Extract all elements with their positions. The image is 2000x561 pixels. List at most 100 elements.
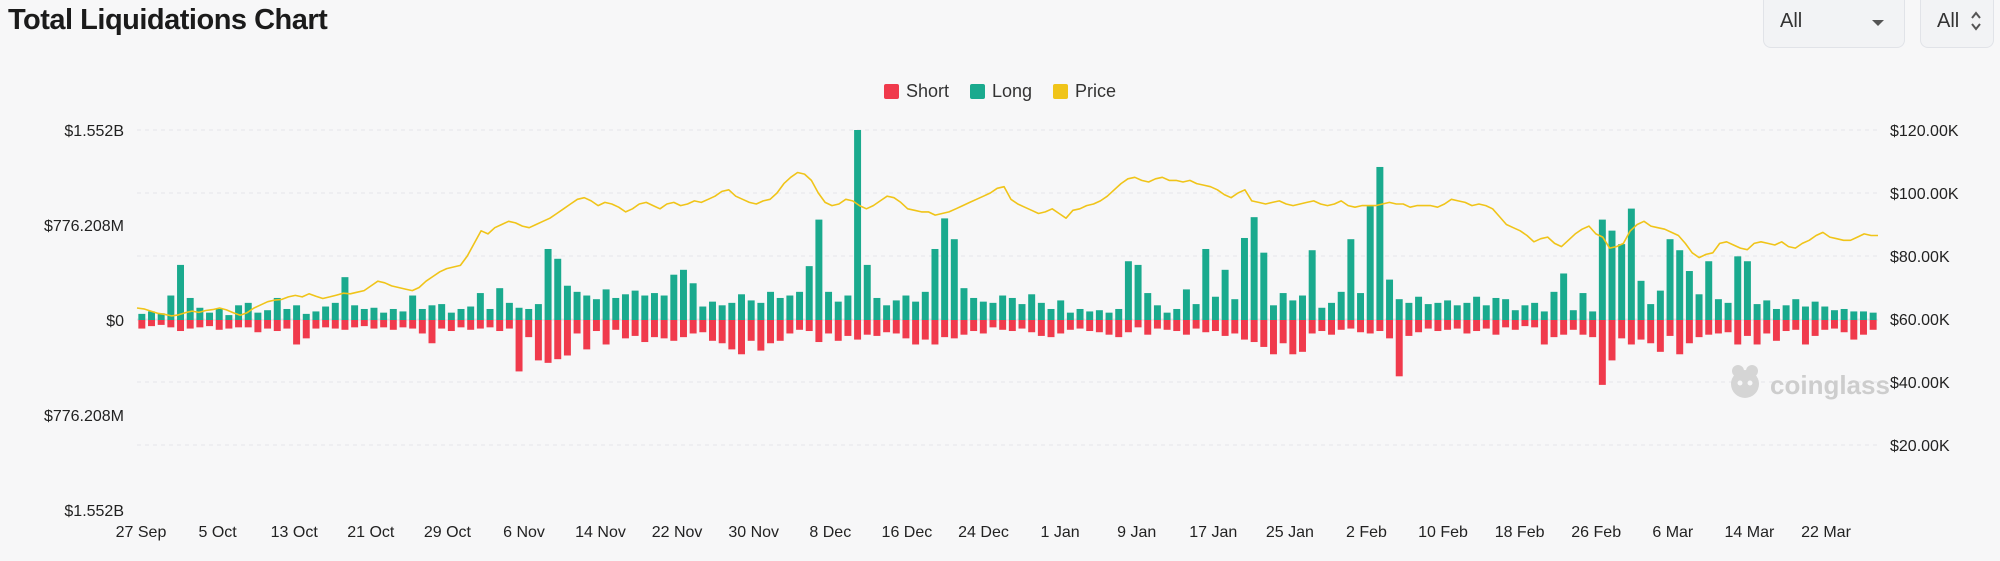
- long-bar: [1637, 280, 1645, 320]
- short-bar: [902, 320, 910, 339]
- short-bar: [1086, 320, 1094, 332]
- right-axis-tick: $40.00K: [1890, 375, 1950, 392]
- long-bar: [970, 297, 978, 320]
- short-bar: [1840, 320, 1848, 333]
- chart-grid: [137, 129, 1878, 446]
- short-bar: [950, 320, 958, 339]
- long-bar: [341, 277, 349, 320]
- legend-item-price[interactable]: Price: [1053, 81, 1116, 102]
- long-bar: [148, 311, 155, 320]
- long-bar: [428, 305, 436, 320]
- x-axis-tick: 26 Feb: [1571, 524, 1621, 541]
- long-bar: [873, 297, 881, 320]
- long-bar: [631, 290, 639, 320]
- long-bar: [1347, 239, 1355, 320]
- short-bar: [1569, 320, 1577, 330]
- short-bar: [1608, 320, 1616, 361]
- short-bar: [1289, 320, 1297, 355]
- long-bars: [138, 130, 1877, 320]
- short-bar: [1124, 320, 1132, 333]
- legend-label-price: Price: [1075, 80, 1117, 101]
- short-bar: [1211, 320, 1219, 332]
- short-bar: [815, 320, 823, 343]
- long-bar: [1714, 299, 1722, 320]
- legend-swatch-long: [969, 83, 985, 99]
- long-bar: [1695, 294, 1703, 320]
- left-axis-tick: $776.208M: [44, 408, 124, 425]
- short-bar: [1202, 320, 1210, 333]
- x-axis-tick: 27 Sep: [116, 524, 167, 541]
- long-bar: [1598, 219, 1606, 320]
- long-bar: [960, 288, 968, 320]
- short-bar: [563, 320, 571, 356]
- short-bar: [1134, 320, 1142, 328]
- x-axis-tick: 6 Mar: [1652, 524, 1694, 541]
- long-bar: [1357, 293, 1365, 320]
- x-axis-tick: 5 Oct: [198, 524, 237, 541]
- short-bar: [186, 320, 194, 329]
- long-bar: [1211, 296, 1219, 320]
- range-select-value: All: [1780, 10, 1803, 32]
- short-bar: [767, 320, 775, 344]
- long-bar: [1289, 300, 1297, 320]
- x-axis-tick: 16 Dec: [882, 524, 933, 541]
- short-bar: [650, 320, 658, 338]
- coin-select[interactable]: All: [1920, 0, 1994, 48]
- short-bar: [757, 320, 765, 351]
- short-bar: [1502, 320, 1510, 328]
- short-bar: [1318, 320, 1326, 332]
- short-bar: [515, 320, 523, 372]
- right-axis-tick: $100.00K: [1890, 186, 1959, 203]
- legend-item-long[interactable]: Long: [969, 81, 1032, 102]
- long-bar: [476, 293, 484, 320]
- right-axis-tick: $80.00K: [1890, 249, 1950, 266]
- long-bar: [747, 300, 755, 320]
- long-bar: [264, 310, 272, 320]
- long-bar: [167, 295, 175, 320]
- long-bar: [844, 295, 852, 320]
- short-bar: [148, 320, 155, 327]
- long-bar: [1589, 311, 1597, 320]
- short-bar: [825, 320, 833, 334]
- short-bar: [1589, 320, 1597, 338]
- long-bar: [1830, 310, 1838, 320]
- long-bar: [1270, 305, 1277, 320]
- right-axis: $120.00K $100.00K $80.00K $60.00K $40.00K $20…: [1890, 123, 1959, 455]
- long-bar: [1424, 304, 1432, 320]
- page-title: Total Liquidations Chart: [8, 4, 328, 36]
- short-bar: [1424, 320, 1432, 329]
- short-bar: [1163, 320, 1171, 330]
- short-bar: [496, 320, 504, 332]
- range-select[interactable]: All: [1763, 0, 1905, 48]
- long-bar: [331, 302, 339, 320]
- x-axis-tick: 24 Dec: [958, 524, 1009, 541]
- short-bar: [1415, 320, 1423, 333]
- long-bar: [312, 311, 320, 320]
- long-bar: [718, 305, 726, 320]
- short-bar: [1531, 320, 1539, 328]
- long-bar: [215, 308, 223, 320]
- short-bar: [573, 320, 581, 334]
- x-axis-tick: 13 Oct: [271, 524, 319, 541]
- short-bar: [1753, 320, 1761, 345]
- long-bar: [670, 274, 678, 320]
- long-bar: [1144, 293, 1152, 320]
- long-bar: [1850, 311, 1858, 320]
- x-axis-tick: 18 Feb: [1495, 524, 1545, 541]
- long-bar: [486, 308, 494, 320]
- long-bar: [1095, 310, 1103, 320]
- x-axis-tick: 14 Mar: [1725, 524, 1775, 541]
- short-bar: [1647, 320, 1655, 344]
- long-bar: [1231, 299, 1239, 320]
- legend-item-short[interactable]: Short: [883, 81, 949, 102]
- long-bar: [1182, 289, 1190, 320]
- long-bar: [177, 264, 184, 320]
- short-bar: [796, 320, 804, 330]
- short-bar: [1579, 320, 1587, 335]
- long-bar: [883, 305, 891, 320]
- long-bar: [1705, 261, 1713, 320]
- long-bar: [854, 130, 862, 320]
- short-bar: [235, 320, 243, 328]
- long-bar: [834, 301, 842, 320]
